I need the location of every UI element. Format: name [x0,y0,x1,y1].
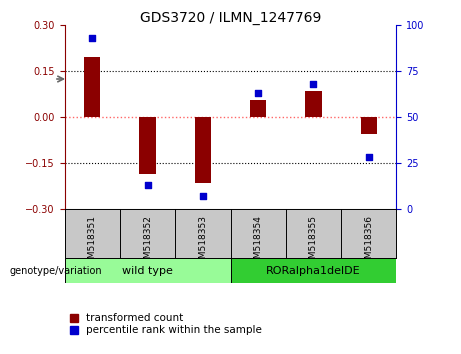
Legend: transformed count, percentile rank within the sample: transformed count, percentile rank withi… [70,313,262,335]
Bar [84,57,100,117]
Text: wild type: wild type [122,266,173,276]
Point [365,154,372,160]
Text: GSM518354: GSM518354 [254,215,263,270]
Bar [139,117,156,173]
Point [89,35,96,40]
Point [199,193,207,199]
Point [144,182,151,188]
Point [254,90,262,96]
Text: GSM518351: GSM518351 [88,215,97,270]
Text: RORalpha1delDE: RORalpha1delDE [266,266,361,276]
Text: GSM518352: GSM518352 [143,215,152,270]
Text: GSM518356: GSM518356 [364,215,373,270]
Point [310,81,317,86]
Text: GSM518353: GSM518353 [198,215,207,270]
Text: genotype/variation: genotype/variation [9,266,102,276]
Bar [65,258,230,283]
Text: GDS3720 / ILMN_1247769: GDS3720 / ILMN_1247769 [140,11,321,25]
Bar [250,100,266,117]
Bar [195,117,211,183]
Bar [305,91,322,117]
Bar [230,258,396,283]
Text: GSM518355: GSM518355 [309,215,318,270]
Bar [361,117,377,134]
